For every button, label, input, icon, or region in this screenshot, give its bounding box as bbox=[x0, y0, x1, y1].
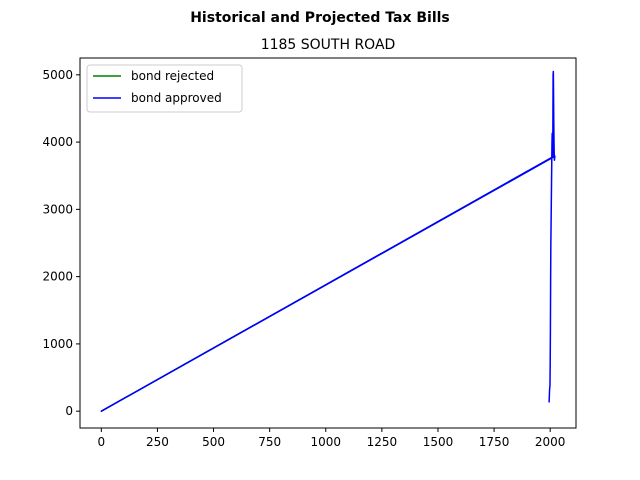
x-tick-label: 1250 bbox=[367, 435, 398, 449]
series-layer bbox=[100, 70, 556, 412]
series-line-bond-approved bbox=[100, 70, 556, 412]
x-axis: 0 250 500 750 1000 1250 1500 1750 2000 bbox=[98, 428, 566, 449]
chart-suptitle: Historical and Projected Tax Bills bbox=[190, 10, 450, 26]
y-tick-label: 2000 bbox=[42, 270, 73, 284]
x-tick-label: 1750 bbox=[479, 435, 510, 449]
y-axis: 0 1000 2000 3000 4000 5000 bbox=[42, 68, 80, 418]
y-tick-label: 5000 bbox=[42, 68, 73, 82]
legend-box bbox=[86, 64, 243, 113]
x-tick-label: 250 bbox=[146, 435, 169, 449]
legend-label-bond-rejected: bond rejected bbox=[131, 69, 214, 83]
chart-title: 1185 SOUTH ROAD bbox=[261, 37, 396, 53]
plot-area bbox=[79, 57, 577, 429]
plot-frame bbox=[79, 57, 577, 429]
y-tick-label: 4000 bbox=[42, 135, 73, 149]
y-tick-label: 3000 bbox=[42, 202, 73, 216]
x-tick-label: 1000 bbox=[310, 435, 341, 449]
y-tick-label: 1000 bbox=[42, 337, 73, 351]
x-tick-label: 2000 bbox=[535, 435, 566, 449]
y-tick-label: 0 bbox=[65, 404, 73, 418]
x-tick-label: 0 bbox=[98, 435, 106, 449]
x-tick-label: 500 bbox=[202, 435, 225, 449]
legend: bond rejected bond approved bbox=[86, 64, 243, 113]
x-tick-label: 750 bbox=[258, 435, 281, 449]
x-tick-label: 1500 bbox=[423, 435, 454, 449]
legend-label-bond-approved: bond approved bbox=[131, 91, 222, 105]
